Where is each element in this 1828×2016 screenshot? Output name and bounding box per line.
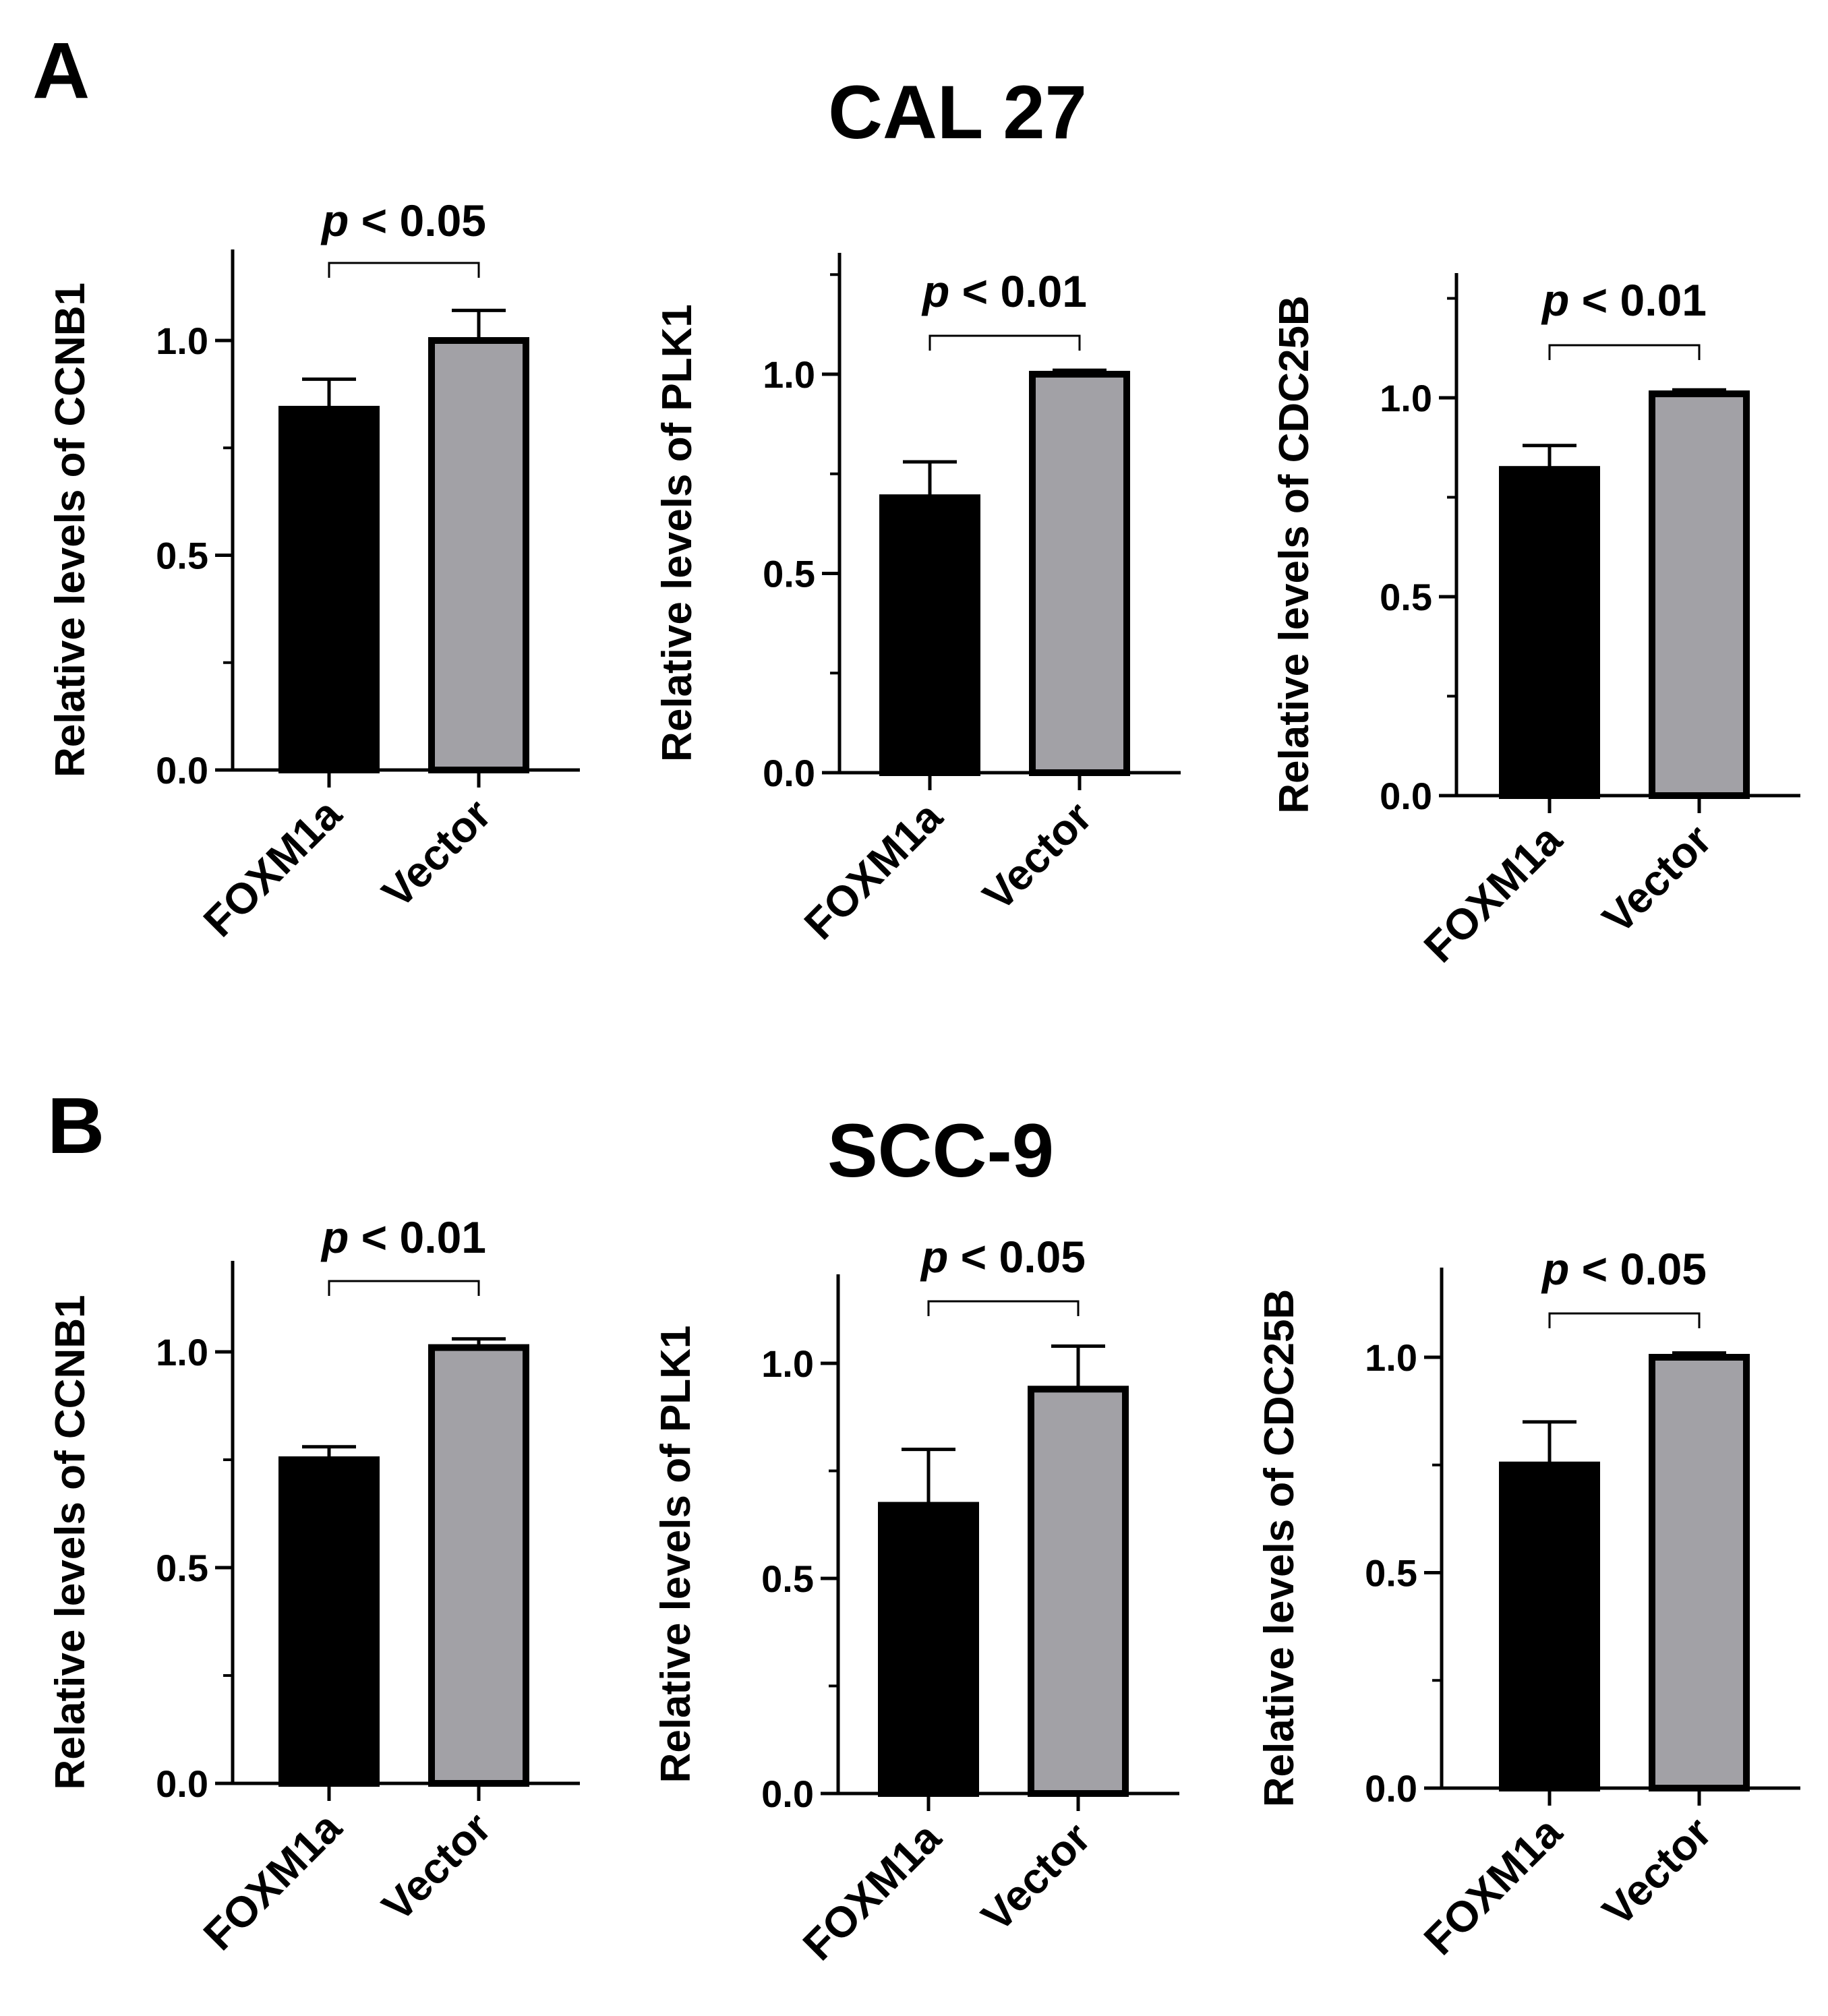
category-label: FOXM1a (194, 1803, 351, 1959)
y-tick-label: 1.0 (1380, 377, 1432, 419)
y-tick-label: 0.0 (761, 1773, 814, 1815)
y-tick-label: 0.0 (156, 749, 208, 792)
y-tick-label: 0.5 (1365, 1552, 1417, 1595)
significance-bracket (928, 334, 1081, 351)
bar-vector (1649, 1354, 1750, 1791)
y-tick-label: 0.0 (1365, 1767, 1417, 1810)
bar-vector (428, 1344, 529, 1787)
group-title-cal27: CAL 27 (828, 70, 1087, 154)
p-value-label: p < 0.05 (1541, 1244, 1707, 1294)
p-value-label: p < 0.01 (921, 266, 1087, 316)
chart-scc9-cdc25b: 0.0 0.5 1.0 Relative levels of CDC25B FOXM1a… (1256, 1244, 1800, 1964)
category-label: FOXM1a (794, 1813, 950, 1969)
p-value-label: p < 0.05 (320, 196, 486, 245)
p-value-label: p < 0.01 (320, 1212, 486, 1262)
bar-foxm1a (278, 1456, 380, 1787)
y-tick-label: 0.5 (763, 553, 815, 595)
y-tick-label: 0.5 (156, 1547, 208, 1589)
y-tick-label: 0.0 (156, 1762, 208, 1805)
chart-cal27-ccnb1: 0.0 0.5 1.0 Relative levels of CCNB1 FOXM1a V… (47, 196, 580, 946)
y-tick-label: 1.0 (763, 353, 815, 396)
significance-bracket (328, 262, 480, 278)
group-title-scc9: SCC-9 (827, 1108, 1054, 1193)
significance-bracket (1548, 1312, 1701, 1328)
bar-foxm1a (1499, 1461, 1600, 1791)
category-label: Vector (1593, 815, 1721, 943)
y-tick-label: 0.5 (1380, 576, 1432, 618)
p-value-label: p < 0.05 (920, 1232, 1086, 1282)
category-label: Vector (974, 792, 1101, 920)
chart-cal27-plk1: 0.0 0.5 1.0 Relative levels of PLK1 FOXM1a Ve… (654, 253, 1181, 949)
y-tick-label: 0.0 (763, 752, 815, 794)
y-tick-label: 0.5 (156, 535, 208, 577)
y-axis-label: Relative levels of CCNB1 (47, 283, 94, 777)
category-label: Vector (1593, 1808, 1721, 1935)
y-tick-label: 1.0 (156, 320, 208, 362)
significance-bracket (927, 1300, 1080, 1316)
category-label: FOXM1a (194, 790, 351, 946)
y-tick-label: 1.0 (761, 1342, 814, 1385)
chart-scc9-ccnb1: 0.0 0.5 1.0 Relative levels of CCNB1 FOXM1a V… (47, 1212, 580, 1959)
bar-vector (428, 337, 529, 773)
y-tick-label: 1.0 (156, 1331, 208, 1373)
bar-foxm1a (879, 494, 980, 777)
significance-bracket (1548, 344, 1701, 360)
category-label: Vector (972, 1813, 1100, 1940)
chart-cal27-cdc25b: 0.0 0.5 1.0 Relative levels of CDC25B FOXM1a… (1271, 273, 1800, 972)
bar-vector (1649, 390, 1750, 799)
bar-vector (1029, 371, 1130, 776)
p-value-label: p < 0.01 (1541, 275, 1707, 325)
y-tick-label: 1.0 (1365, 1336, 1417, 1379)
panel-letter-a: A (32, 26, 90, 115)
y-axis-label: Relative levels of CDC25B (1271, 295, 1318, 813)
category-label: FOXM1a (1415, 1808, 1571, 1964)
bar-foxm1a (878, 1502, 979, 1798)
bar-vector (1028, 1386, 1129, 1797)
y-axis-label: Relative levels of PLK1 (653, 1326, 699, 1783)
y-tick-label: 0.0 (1380, 775, 1432, 817)
panel-letter-b: B (47, 1081, 105, 1170)
category-label: Vector (373, 1803, 500, 1930)
bar-foxm1a (278, 405, 380, 773)
bar-foxm1a (1499, 466, 1600, 799)
y-axis-label: Relative levels of CDC25B (1256, 1289, 1303, 1807)
chart-scc9-plk1: 0.0 0.5 1.0 Relative levels of PLK1 FOXM1a Ve… (653, 1232, 1179, 1969)
category-label: FOXM1a (1415, 815, 1571, 972)
significance-bracket (328, 1280, 480, 1296)
y-axis-label: Relative levels of PLK1 (654, 304, 701, 762)
y-axis-label: Relative levels of CCNB1 (47, 1295, 94, 1790)
category-label: Vector (373, 790, 500, 917)
y-tick-label: 0.5 (761, 1558, 814, 1600)
category-label: FOXM1a (795, 792, 951, 949)
